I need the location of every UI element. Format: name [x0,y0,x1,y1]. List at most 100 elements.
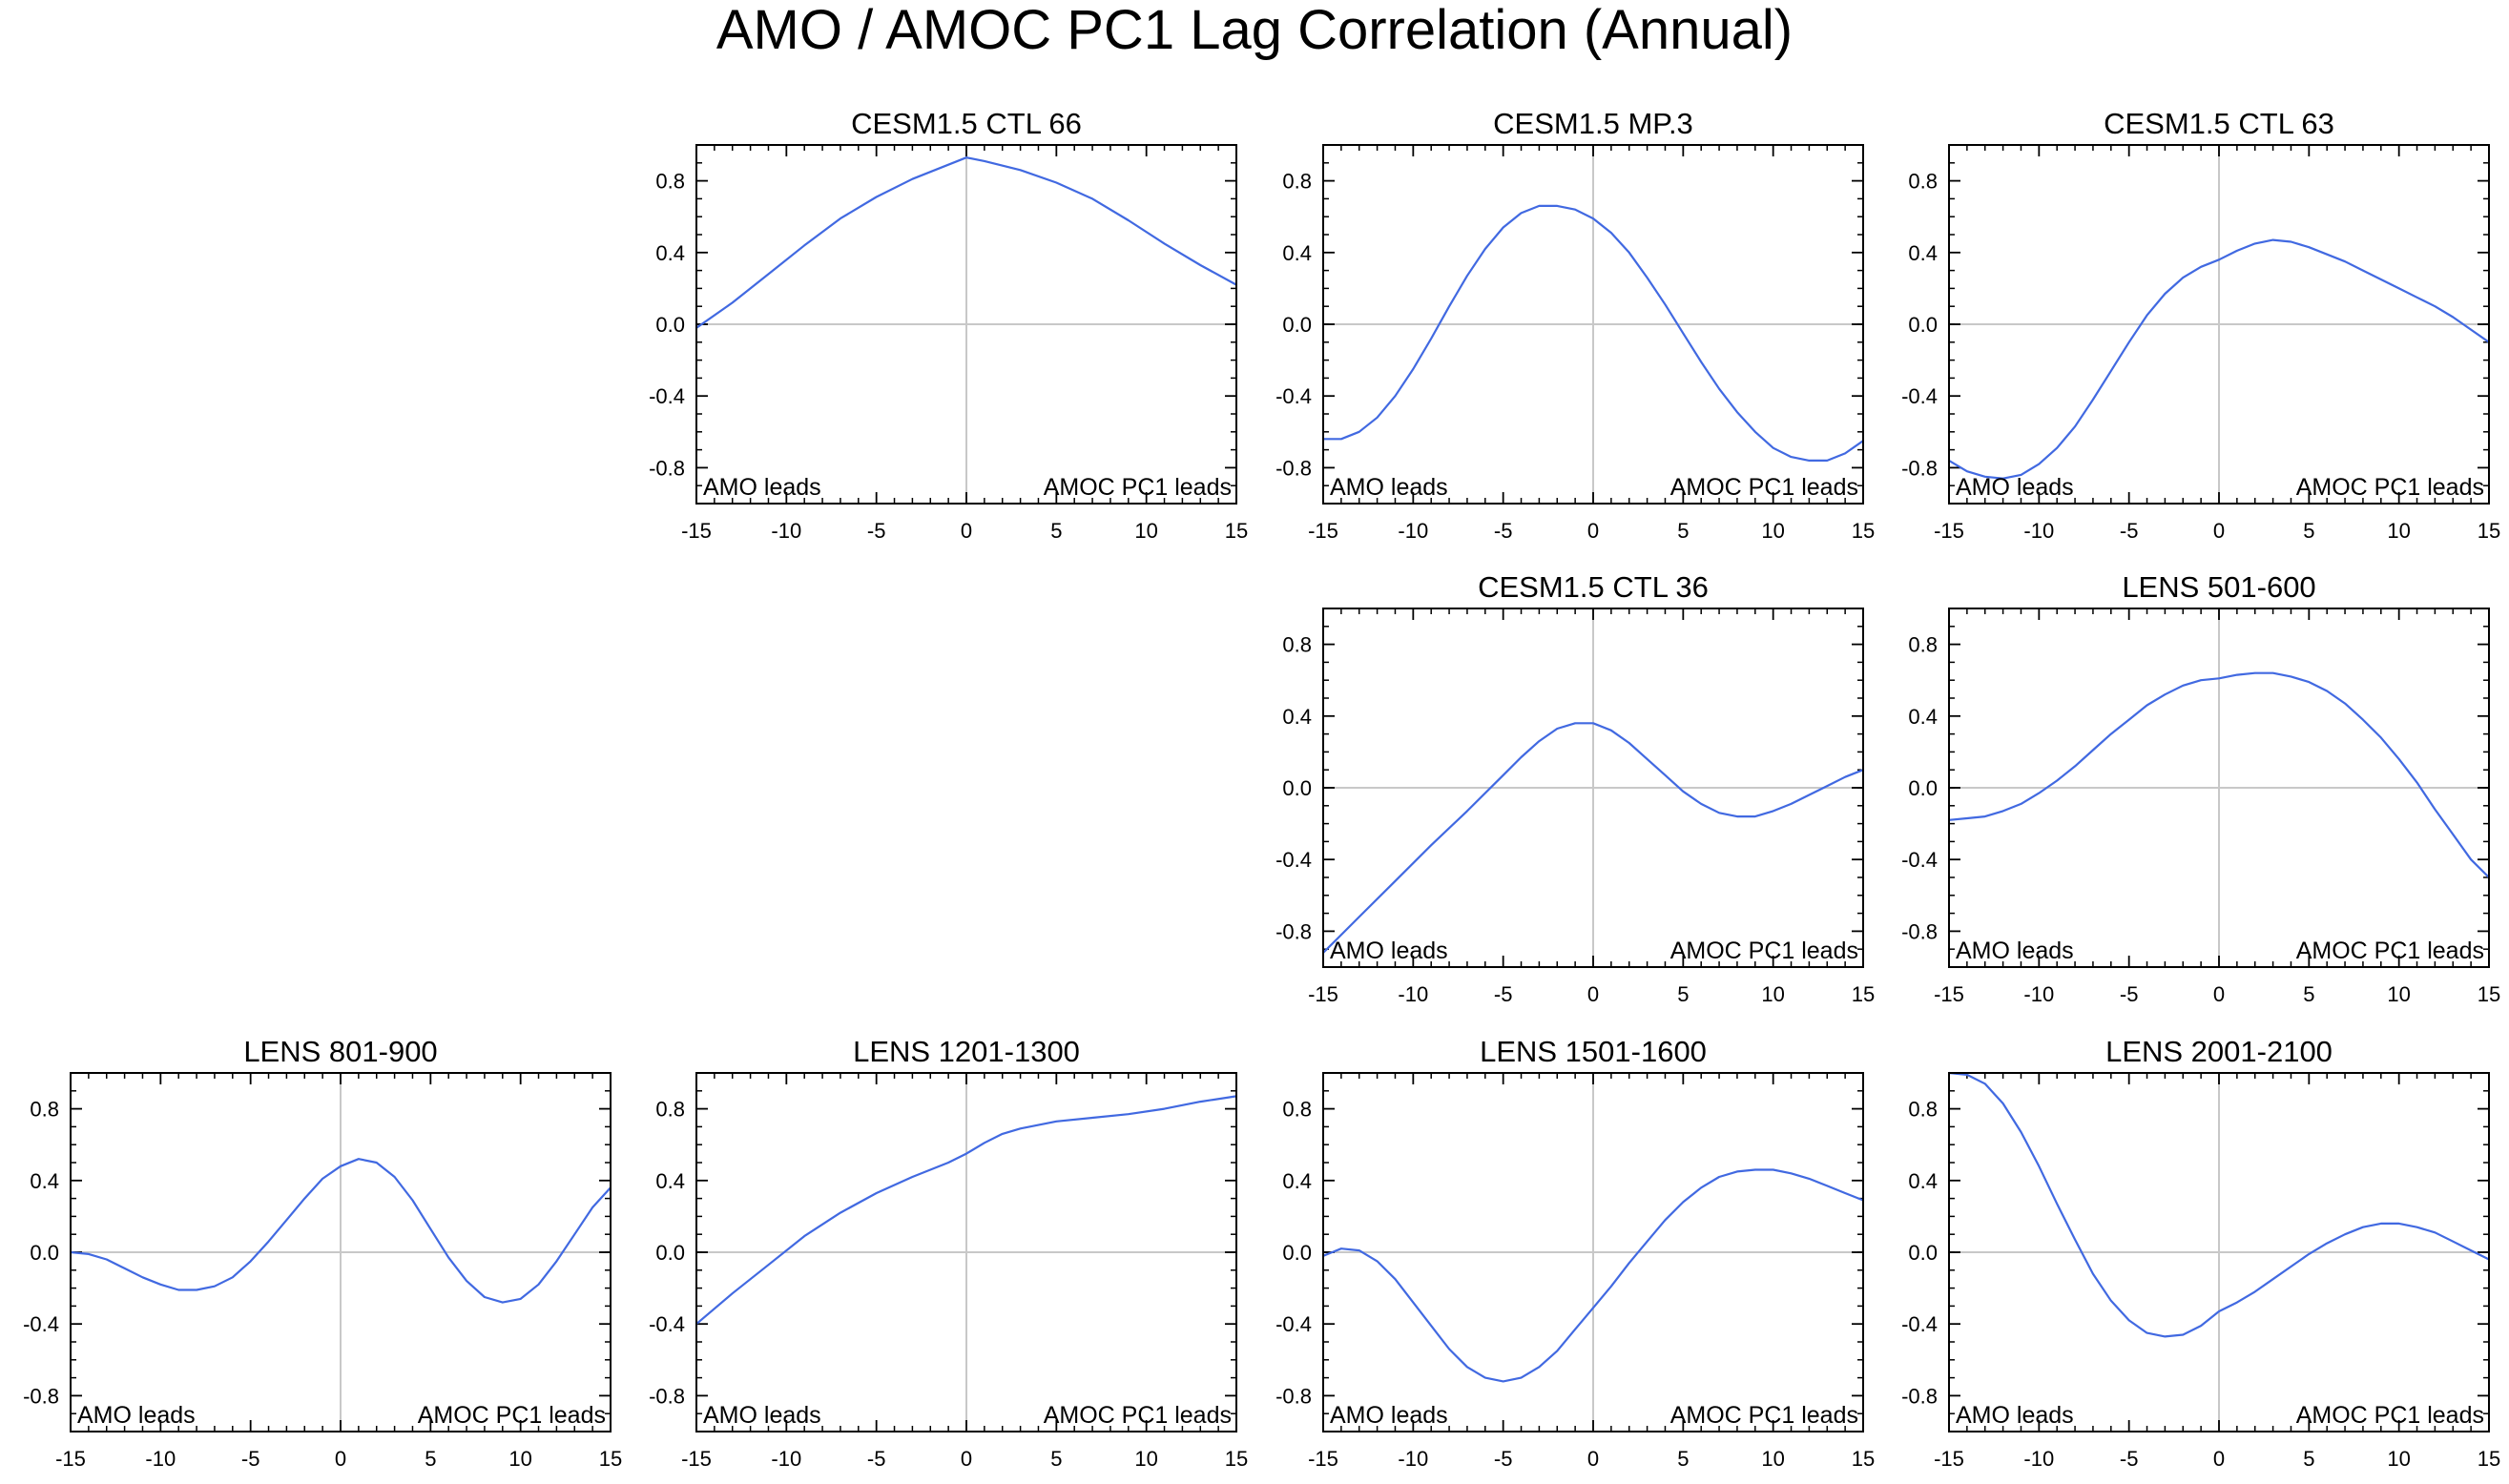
x-tick-label: 0 [1587,519,1599,543]
y-tick-label: 0.0 [1908,776,1938,800]
y-tick-label: 0.8 [30,1098,59,1122]
x-tick-label: -15 [1308,1447,1338,1471]
plot-frame [1948,1072,2490,1432]
amo-leads-label: AMO leads [1330,474,1448,501]
y-tick-label: -0.8 [1275,919,1312,943]
x-tick-label: -15 [55,1447,86,1471]
x-tick-label: 10 [1134,1447,1157,1471]
x-tick-label: 10 [1761,982,1784,1006]
y-tick-label: -0.8 [1901,456,1938,480]
x-tick-label: 0 [335,1447,346,1471]
y-tick-label: 0.0 [1908,1241,1938,1265]
y-tick-label: -0.4 [1901,848,1938,872]
x-tick-label: 0 [1587,1447,1599,1471]
amo-leads-label: AMO leads [1956,1402,2074,1429]
panel-4: -15 -10 -5 0 5 10 15 -0.8 -0.4 0.0 0.4 0.8 CESM1.5 C… [1275,570,1875,1006]
y-tick-label: -0.4 [649,1312,685,1336]
series-line [1948,1071,2490,1338]
y-tick-label: -0.4 [23,1312,59,1336]
y-tick-label: 0.4 [30,1169,59,1193]
y-tick-label: 0.4 [1908,241,1938,265]
y-tick-label: 0.8 [1908,633,1938,657]
y-tick-label: 0.4 [1282,705,1312,729]
x-tick-label: -5 [1494,519,1513,543]
plot-frame [1948,608,2490,968]
x-tick-label: -10 [2023,982,2054,1006]
x-tick-label: 5 [425,1447,436,1471]
y-tick-label: 0.8 [1908,1098,1938,1122]
panel-6: -15 -10 -5 0 5 10 15 -0.8 -0.4 0.0 0.4 0.8 LENS 801-… [23,1035,622,1471]
y-tick-label: -0.8 [1901,919,1938,943]
amo-leads-label: AMO leads [1956,938,2074,964]
series-line [1322,722,1864,954]
amo-leads-label: AMO leads [1330,1402,1448,1429]
y-tick-label: -0.4 [649,384,685,408]
panel-7: -15 -10 -5 0 5 10 15 -0.8 -0.4 0.0 0.4 0.8 LENS 1201… [649,1035,1248,1471]
y-tick-label: 0.0 [655,313,685,337]
panel-9: -15 -10 -5 0 5 10 15 -0.8 -0.4 0.0 0.4 0.8 LENS 2001… [1901,1035,2500,1471]
x-tick-label: 5 [1050,519,1062,543]
series-line [1948,238,2490,480]
x-tick-label: -15 [1308,519,1338,543]
x-tick-label: 15 [1852,519,1875,543]
plot-frame [1322,608,1864,968]
x-tick-label: 5 [2303,1447,2314,1471]
x-tick-label: -15 [1934,519,1964,543]
x-tick-label: 0 [1587,982,1599,1006]
y-tick-label: -0.4 [1275,1312,1312,1336]
panel-title: LENS 801-900 [243,1035,437,1068]
x-tick-label: -10 [2023,519,2054,543]
figure-title: AMO / AMOC PC1 Lag Correlation (Annual) [715,0,1794,61]
y-tick-label: 0.0 [655,1241,685,1265]
panel-title: CESM1.5 CTL 36 [1478,570,1709,604]
y-tick-label: 0.8 [1282,633,1312,657]
y-tick-label: -0.8 [1901,1384,1938,1408]
y-tick-label: 0.0 [1282,1241,1312,1265]
y-tick-label: 0.8 [655,170,685,194]
series-line [695,1095,1237,1326]
x-tick-label: 0 [2213,982,2225,1006]
plot-frame [695,1072,1237,1432]
x-tick-label: -15 [1934,1447,1964,1471]
plot-frame [695,144,1237,505]
amoc-leads-label: AMOC PC1 leads [2296,938,2484,964]
panel-3: -15 -10 -5 0 5 10 15 -0.8 -0.4 0.0 0.4 0.8 CESM1.5 C… [1901,107,2500,543]
x-tick-label: 15 [2478,519,2500,543]
panel-5: -15 -10 -5 0 5 10 15 -0.8 -0.4 0.0 0.4 0.8 LENS 501-… [1901,570,2500,1006]
plot-frame [1322,144,1864,505]
series-line [70,1158,612,1304]
y-tick-label: -0.4 [1275,384,1312,408]
x-tick-label: 10 [1761,519,1784,543]
y-tick-label: -0.8 [1275,456,1312,480]
y-tick-label: 0.8 [655,1098,685,1122]
panel-2: -15 -10 -5 0 5 10 15 -0.8 -0.4 0.0 0.4 0.8 CESM1.5 M… [1275,107,1875,543]
y-tick-label: 0.4 [1282,241,1312,265]
y-tick-label: 0.8 [1908,170,1938,194]
x-tick-label: 10 [508,1447,531,1471]
panel-title: CESM1.5 CTL 63 [2104,107,2334,140]
x-tick-label: -5 [241,1447,260,1471]
x-tick-label: -10 [771,1447,801,1471]
x-tick-label: 10 [1134,519,1157,543]
y-tick-label: 0.8 [1282,170,1312,194]
x-tick-label: -5 [2120,519,2139,543]
amoc-leads-label: AMOC PC1 leads [418,1402,606,1429]
y-tick-label: 0.4 [1282,1169,1312,1193]
x-tick-label: -10 [145,1447,176,1471]
panel-1: -15 -10 -5 0 5 10 15 -0.8 -0.4 0.0 0.4 0.8 CESM1.5 C… [649,107,1248,543]
plot-frame [1322,1072,1864,1432]
panel-title: CESM1.5 MP.3 [1493,107,1693,140]
x-tick-label: -10 [1398,1447,1428,1471]
x-tick-label: -15 [1308,982,1338,1006]
panel-title: LENS 2001-2100 [2105,1035,2333,1068]
x-tick-label: 5 [2303,519,2314,543]
x-tick-label: -5 [867,1447,886,1471]
x-tick-label: 15 [2478,982,2500,1006]
y-tick-label: 0.4 [1908,705,1938,729]
y-tick-label: 0.0 [1282,776,1312,800]
x-tick-label: -10 [1398,519,1428,543]
x-tick-label: 0 [961,1447,972,1471]
amo-leads-label: AMO leads [77,1402,196,1429]
x-tick-label: 10 [2387,1447,2410,1471]
x-tick-label: 15 [1225,519,1248,543]
